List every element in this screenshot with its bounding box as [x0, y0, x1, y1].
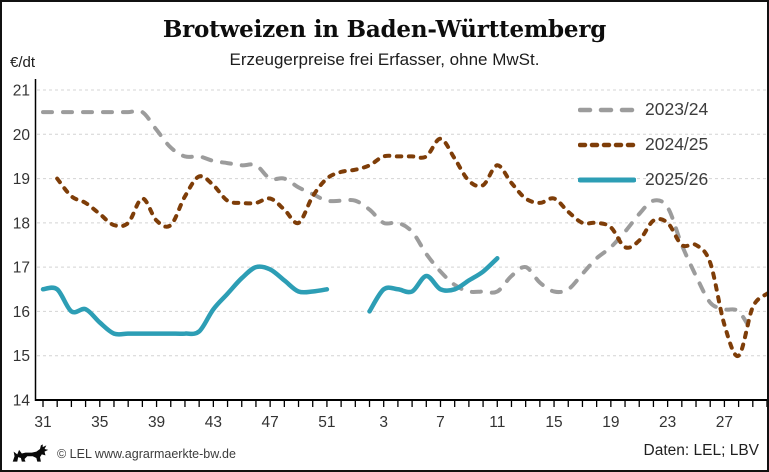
legend-label: 2023/24	[645, 99, 709, 119]
svg-text:15: 15	[545, 414, 562, 431]
chart-title: Brotweizen in Baden-Württemberg	[162, 16, 607, 43]
legend-item-2024-25: 2024/25	[578, 127, 708, 162]
svg-text:19: 19	[13, 171, 30, 188]
svg-text:23: 23	[659, 414, 676, 431]
legend-label: 2025/26	[645, 169, 709, 189]
svg-text:15: 15	[13, 348, 30, 365]
svg-text:16: 16	[13, 304, 30, 321]
svg-text:7: 7	[436, 414, 445, 431]
svg-text:17: 17	[13, 260, 30, 277]
svg-text:11: 11	[489, 414, 505, 431]
svg-text:18: 18	[13, 215, 30, 232]
svg-text:3: 3	[379, 414, 388, 431]
svg-text:35: 35	[91, 414, 108, 431]
legend-item-2025-26: 2025/26	[578, 162, 708, 197]
svg-text:27: 27	[716, 414, 733, 431]
svg-text:20: 20	[13, 127, 31, 144]
copyright-text: © LEL www.agrarmaerkte-bw.de	[57, 446, 236, 461]
footer-left: © LEL www.agrarmaerkte-bw.de	[10, 443, 236, 464]
svg-text:47: 47	[262, 414, 279, 431]
data-source-text: Daten: LEL; LBV	[643, 442, 759, 459]
y-axis-unit-label: €/dt	[10, 54, 36, 71]
legend-line-sample-dashed-brown	[578, 142, 636, 147]
svg-text:21: 21	[13, 83, 30, 100]
baden-wuerttemberg-lion-logo	[12, 444, 49, 462]
svg-text:14: 14	[13, 393, 31, 410]
legend-line-sample-solid-teal	[578, 177, 636, 182]
legend-item-2023-24: 2023/24	[578, 92, 708, 127]
legend-label: 2024/25	[645, 134, 709, 154]
svg-text:19: 19	[602, 414, 619, 431]
chart-subtitle: Erzeugerpreise frei Erfasser, ohne MwSt.	[229, 50, 540, 69]
svg-text:43: 43	[205, 414, 222, 431]
chart-legend: 2023/24 2024/25 2025/26	[578, 92, 708, 197]
svg-text:31: 31	[34, 414, 51, 431]
svg-text:51: 51	[318, 414, 335, 431]
svg-text:39: 39	[148, 414, 165, 431]
legend-line-sample-dashed-gray	[578, 107, 636, 112]
